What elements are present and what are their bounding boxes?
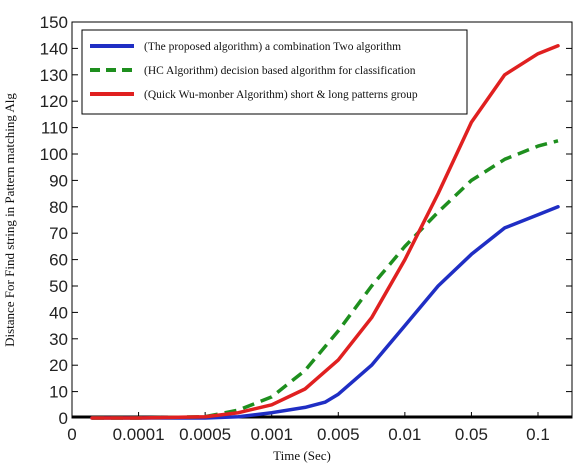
y-tick-label: 150 bbox=[40, 13, 68, 32]
legend-label-1: (The proposed algorithm) a combination T… bbox=[144, 41, 401, 53]
series-line-3 bbox=[90, 44, 560, 420]
x-tick-label: 0.0001 bbox=[113, 425, 165, 444]
y-tick-label: 80 bbox=[49, 198, 68, 217]
x-axis-label: Time (Sec) bbox=[273, 448, 331, 463]
series-line-1 bbox=[90, 205, 560, 420]
y-tick-label: 30 bbox=[49, 330, 68, 349]
series-lines bbox=[90, 44, 560, 420]
y-tick-label: 20 bbox=[49, 356, 68, 375]
y-tick-label: 70 bbox=[49, 224, 68, 243]
x-tick-label: 0.05 bbox=[455, 425, 488, 444]
legend-label-2: (HC Algorithm) decision based algorithm … bbox=[144, 65, 416, 77]
y-tick-label: 140 bbox=[40, 39, 68, 58]
y-tick-label: 0 bbox=[59, 409, 68, 428]
legend: (The proposed algorithm) a combination T… bbox=[81, 29, 468, 115]
x-tick-label: 0 bbox=[67, 425, 76, 444]
y-tick-label: 50 bbox=[49, 277, 68, 296]
series-line-2 bbox=[92, 139, 559, 420]
x-tick-label: 0.0005 bbox=[179, 425, 231, 444]
x-tick-label: 0.001 bbox=[250, 425, 293, 444]
x-axis-ticks: 0 0.0001 0.0005 0.001 0.005 0.01 0.05 0.1 bbox=[67, 412, 550, 444]
y-axis-ticks: 0 10 20 30 40 50 60 70 80 90 100 110 120 130 140 150 bbox=[40, 13, 572, 428]
y-tick-label: 40 bbox=[49, 303, 68, 322]
y-tick-label: 10 bbox=[49, 383, 68, 402]
y-tick-label: 100 bbox=[40, 145, 68, 164]
y-axis-label: Distance For Find string in Pattern matc… bbox=[2, 93, 17, 347]
y-tick-label: 110 bbox=[41, 119, 68, 138]
x-tick-label: 0.005 bbox=[317, 425, 360, 444]
y-tick-label: 130 bbox=[40, 66, 68, 85]
y-tick-label: 90 bbox=[49, 171, 68, 190]
x-tick-label: 0.1 bbox=[526, 425, 550, 444]
y-tick-label: 120 bbox=[40, 92, 68, 111]
legend-box bbox=[81, 29, 468, 115]
legend-label-3: (Quick Wu-monber Algorithm) short & long… bbox=[144, 89, 418, 101]
x-tick-label: 0.01 bbox=[388, 425, 421, 444]
y-tick-label: 60 bbox=[49, 251, 68, 270]
